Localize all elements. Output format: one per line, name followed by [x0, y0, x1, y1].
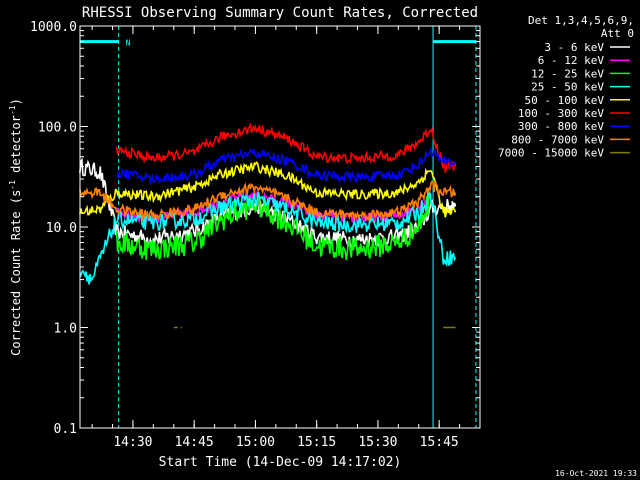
axes: 0.1 1.0 10.0 100.0 1000.0 14:30 14:45 15:00 15:1…: [30, 20, 481, 450]
legend-label-0: 3 - 6 keV: [544, 41, 604, 54]
legend-header-line-1: Det 1,3,4,5,6,9,: [528, 14, 634, 27]
y-tick-label-0: 0.1: [54, 422, 77, 437]
y-tick-label-2: 10.0: [46, 221, 77, 236]
legend-label-2: 12 - 25 keV: [531, 67, 604, 80]
legend-label-5: 100 - 300 keV: [518, 107, 604, 120]
legend-label-8: 7000 - 15000 keV: [498, 147, 604, 160]
series-6: [115, 146, 456, 186]
series-4: [79, 161, 457, 218]
y-axis-label-sup1: -1: [8, 180, 17, 190]
series-line-4: [79, 161, 457, 218]
x-tick-label-2: 15:00: [236, 435, 275, 450]
y-axis-label-main: Corrected Count Rate (s: [9, 190, 23, 356]
y-axis-label-end: ): [9, 98, 23, 105]
x-tick-label-5: 15:45: [420, 435, 459, 450]
plot-area: N: [79, 26, 477, 428]
timestamp: 16-Oct-2021 19:33: [555, 469, 637, 478]
y-axis-label-mid: detector: [9, 115, 23, 180]
x-axis-label: Start Time (14-Dec-09 14:17:02): [159, 455, 402, 470]
series-5: [115, 122, 457, 175]
x-tick-label-4: 15:30: [358, 435, 397, 450]
legend-label-6: 300 - 800 keV: [518, 120, 604, 133]
series-7: [79, 179, 457, 222]
series-3: [79, 191, 457, 285]
y-axis-label-sup2: -1: [8, 105, 17, 115]
y-axis-label: Corrected Count Rate (s-1 detector-1): [8, 98, 23, 356]
series-line-2: [115, 189, 432, 261]
y-tick-label-1: 1.0: [54, 322, 77, 337]
flag-label: N: [126, 39, 131, 48]
chart-title: RHESSI Observing Summary Count Rates, Co…: [82, 5, 478, 21]
legend-label-4: 50 - 100 keV: [525, 94, 605, 107]
series-line-6: [115, 146, 456, 186]
y-tick-label-4: 1000.0: [30, 20, 77, 35]
x-tick-label-3: 15:15: [297, 435, 336, 450]
x-tick-label-0: 14:30: [113, 435, 152, 450]
legend-label-1: 6 - 12 keV: [538, 54, 605, 67]
x-tick-label-1: 14:45: [175, 435, 214, 450]
series-line-7: [79, 179, 457, 222]
legend-header-line-2: Att 0: [601, 27, 634, 40]
legend-label-7: 800 - 7000 keV: [511, 133, 604, 146]
series-line-5: [115, 122, 457, 175]
y-tick-label-3: 100.0: [38, 121, 77, 136]
legend-label-3: 25 - 50 keV: [531, 81, 604, 94]
series-2: [115, 189, 432, 261]
series-line-3: [79, 191, 457, 285]
